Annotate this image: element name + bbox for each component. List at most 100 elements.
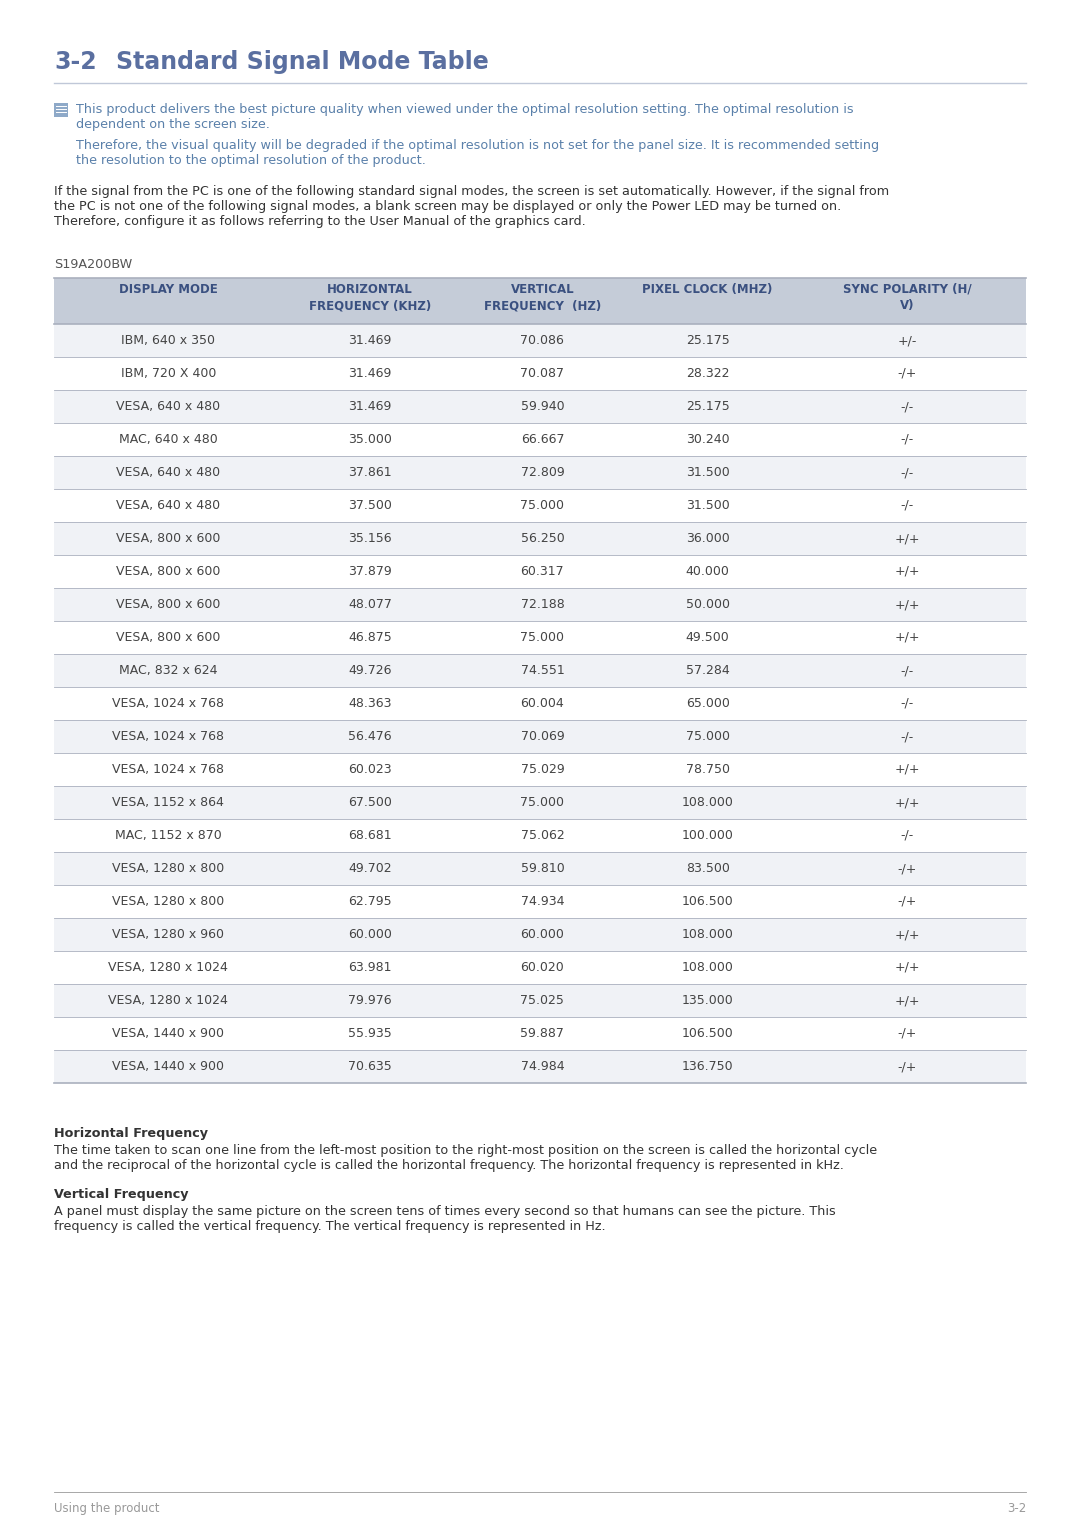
Text: IBM, 720 X 400: IBM, 720 X 400 xyxy=(121,366,216,380)
Text: 31.500: 31.500 xyxy=(686,466,730,479)
Text: +/+: +/+ xyxy=(894,960,920,974)
Text: If the signal from the PC is one of the following standard signal modes, the scr: If the signal from the PC is one of the … xyxy=(54,185,889,199)
Text: Standard Signal Mode Table: Standard Signal Mode Table xyxy=(116,50,489,73)
Text: 108.000: 108.000 xyxy=(681,960,733,974)
Text: 37.500: 37.500 xyxy=(348,499,392,512)
Text: 36.000: 36.000 xyxy=(686,531,730,545)
Text: 106.500: 106.500 xyxy=(681,1028,733,1040)
Text: 40.000: 40.000 xyxy=(686,565,730,579)
Text: 72.809: 72.809 xyxy=(521,466,565,479)
Text: -/-: -/- xyxy=(901,730,914,744)
Text: 25.175: 25.175 xyxy=(686,400,730,412)
Text: +/-: +/- xyxy=(897,334,917,347)
Bar xyxy=(54,1051,1026,1083)
Text: -/+: -/+ xyxy=(897,1028,917,1040)
Text: 74.934: 74.934 xyxy=(521,895,564,909)
Text: 100.000: 100.000 xyxy=(681,829,733,841)
Text: PIXEL CLOCK (MHZ): PIXEL CLOCK (MHZ) xyxy=(643,282,773,296)
Text: 70.635: 70.635 xyxy=(348,1060,392,1073)
Text: 30.240: 30.240 xyxy=(686,434,729,446)
Text: -/-: -/- xyxy=(901,434,914,446)
Text: VESA, 1280 x 1024: VESA, 1280 x 1024 xyxy=(108,960,228,974)
Text: 56.250: 56.250 xyxy=(521,531,565,545)
Text: 106.500: 106.500 xyxy=(681,895,733,909)
Text: 28.322: 28.322 xyxy=(686,366,729,380)
Text: 31.469: 31.469 xyxy=(348,334,392,347)
Text: -/-: -/- xyxy=(901,499,914,512)
Text: +/+: +/+ xyxy=(894,531,920,545)
Bar xyxy=(54,1017,1026,1051)
Text: 37.879: 37.879 xyxy=(348,565,392,579)
Bar xyxy=(54,621,1026,654)
Text: 63.981: 63.981 xyxy=(348,960,392,974)
Text: S19A200BW: S19A200BW xyxy=(54,258,132,270)
Text: DISPLAY MODE: DISPLAY MODE xyxy=(119,282,217,296)
Text: 3-2: 3-2 xyxy=(54,50,96,73)
Text: 74.984: 74.984 xyxy=(521,1060,564,1073)
Bar xyxy=(54,753,1026,786)
Text: 83.500: 83.500 xyxy=(686,863,730,875)
Bar xyxy=(54,786,1026,818)
Text: Using the product: Using the product xyxy=(54,1503,160,1515)
Text: +/+: +/+ xyxy=(894,764,920,776)
Text: 59.887: 59.887 xyxy=(521,1028,565,1040)
Text: IBM, 640 x 350: IBM, 640 x 350 xyxy=(121,334,215,347)
Text: MAC, 832 x 624: MAC, 832 x 624 xyxy=(119,664,217,676)
Text: 75.025: 75.025 xyxy=(521,994,565,1006)
Text: This product delivers the best picture quality when viewed under the optimal res: This product delivers the best picture q… xyxy=(76,102,853,116)
Text: 37.861: 37.861 xyxy=(348,466,392,479)
Text: 70.069: 70.069 xyxy=(521,730,565,744)
Text: 60.020: 60.020 xyxy=(521,960,565,974)
Bar xyxy=(54,357,1026,389)
Text: 46.875: 46.875 xyxy=(348,631,392,644)
Text: +/+: +/+ xyxy=(894,599,920,611)
Text: 49.702: 49.702 xyxy=(348,863,392,875)
Text: 79.976: 79.976 xyxy=(348,994,392,1006)
Text: 62.795: 62.795 xyxy=(348,895,392,909)
Text: 59.940: 59.940 xyxy=(521,400,564,412)
Text: VESA, 800 x 600: VESA, 800 x 600 xyxy=(116,565,220,579)
Text: The time taken to scan one line from the left-most position to the right-most po: The time taken to scan one line from the… xyxy=(54,1144,877,1157)
Bar xyxy=(54,687,1026,721)
Bar xyxy=(54,721,1026,753)
Text: +/+: +/+ xyxy=(894,928,920,941)
Text: 59.810: 59.810 xyxy=(521,863,565,875)
Text: 35.156: 35.156 xyxy=(348,531,392,545)
Bar xyxy=(54,983,1026,1017)
Text: 31.469: 31.469 xyxy=(348,366,392,380)
Bar xyxy=(54,324,1026,357)
Text: 78.750: 78.750 xyxy=(686,764,730,776)
Text: 25.175: 25.175 xyxy=(686,334,730,347)
Bar xyxy=(54,489,1026,522)
Bar xyxy=(54,423,1026,457)
Bar xyxy=(54,654,1026,687)
Text: VESA, 1024 x 768: VESA, 1024 x 768 xyxy=(112,730,225,744)
Text: 108.000: 108.000 xyxy=(681,928,733,941)
Text: 72.188: 72.188 xyxy=(521,599,565,611)
FancyBboxPatch shape xyxy=(54,102,68,118)
Text: HORIZONTAL
FREQUENCY (KHZ): HORIZONTAL FREQUENCY (KHZ) xyxy=(309,282,431,313)
Text: 3-2: 3-2 xyxy=(1007,1503,1026,1515)
Text: 35.000: 35.000 xyxy=(348,434,392,446)
Text: VESA, 1440 x 900: VESA, 1440 x 900 xyxy=(112,1060,225,1073)
Text: SYNC POLARITY (H/
V): SYNC POLARITY (H/ V) xyxy=(842,282,971,313)
Text: 50.000: 50.000 xyxy=(686,599,730,611)
Text: MAC, 1152 x 870: MAC, 1152 x 870 xyxy=(114,829,221,841)
Bar xyxy=(54,588,1026,621)
Text: 60.023: 60.023 xyxy=(348,764,392,776)
Text: 49.726: 49.726 xyxy=(348,664,392,676)
Bar xyxy=(54,522,1026,554)
Text: +/+: +/+ xyxy=(894,994,920,1006)
Text: 70.087: 70.087 xyxy=(521,366,565,380)
Text: VESA, 800 x 600: VESA, 800 x 600 xyxy=(116,531,220,545)
Text: VESA, 640 x 480: VESA, 640 x 480 xyxy=(117,499,220,512)
Text: VESA, 1280 x 800: VESA, 1280 x 800 xyxy=(112,895,225,909)
Text: 75.000: 75.000 xyxy=(521,499,565,512)
Text: 75.000: 75.000 xyxy=(686,730,730,744)
Text: 31.469: 31.469 xyxy=(348,400,392,412)
Bar xyxy=(54,389,1026,423)
Text: Vertical Frequency: Vertical Frequency xyxy=(54,1188,189,1202)
Text: 60.000: 60.000 xyxy=(521,928,565,941)
Text: VESA, 800 x 600: VESA, 800 x 600 xyxy=(116,599,220,611)
Text: -/+: -/+ xyxy=(897,863,917,875)
